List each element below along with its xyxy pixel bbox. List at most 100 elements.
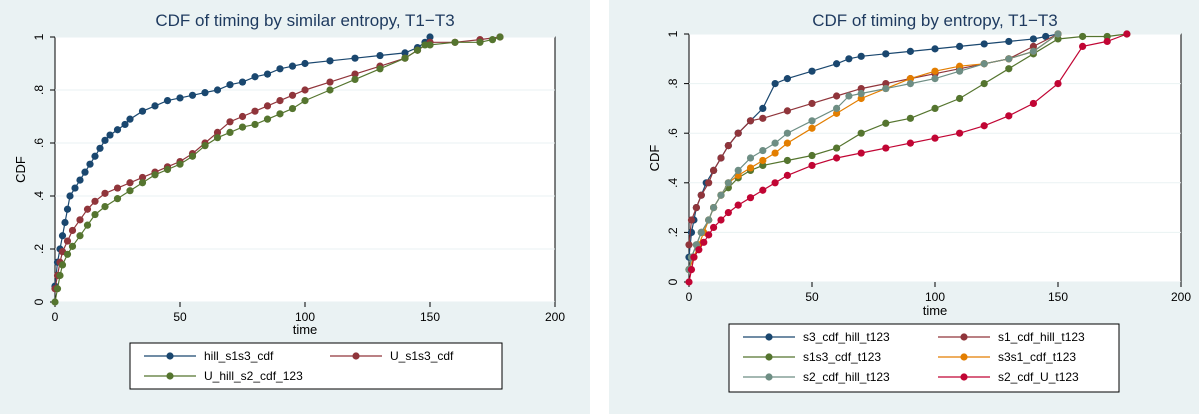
data-point [376,51,384,60]
data-point [68,242,77,250]
data-point [201,142,209,150]
data-point [759,114,767,122]
legend-swatch-marker [765,353,773,361]
data-point [931,104,939,112]
data-point [106,131,114,139]
data-point [121,120,129,129]
x-tick-label: 50 [805,290,819,304]
legend-label: s3s1_cdf_t123 [998,350,1076,364]
legend-item: hill_s1s3_cdf [144,349,274,363]
data-point [351,75,359,83]
data-point [705,216,713,224]
data-point [86,160,94,168]
data-point [956,94,964,103]
data-point [1042,32,1050,41]
chart-title: CDF of timing by similar entropy, T1−T3 [155,11,454,30]
data-point [882,80,890,88]
data-point [101,203,109,211]
data-point [326,57,334,65]
data-point [906,47,914,55]
data-point [857,149,865,157]
legend-swatch-marker [765,373,773,381]
data-point [980,60,988,68]
data-point [58,261,67,269]
data-point [113,184,122,192]
legend-item: s2_cdf_hill_t123 [743,370,890,384]
data-point [759,186,767,194]
data-point [56,271,64,280]
data-point [68,226,77,235]
data-point [213,134,222,142]
legend-swatch-marker [960,333,968,341]
data-point [746,117,755,125]
data-point [213,128,222,136]
data-point [685,278,693,286]
data-point [783,75,791,83]
data-point [226,81,234,89]
data-point [1054,80,1062,88]
data-point [759,146,767,155]
data-point [126,187,134,195]
data-point [833,144,841,152]
legend-item: s1s3_cdf_t123 [743,350,881,364]
data-point [66,192,74,200]
data-point [1054,30,1062,38]
legend-swatch-marker [166,372,174,380]
data-point [188,152,197,160]
data-point [376,65,384,73]
data-point [697,228,705,236]
data-point [931,67,939,75]
data-point [1029,99,1037,108]
y-tick-label: .4 [32,191,46,201]
data-point [96,144,104,152]
data-point [301,59,309,68]
data-point [76,216,84,224]
data-point [276,110,284,118]
data-point [695,246,703,254]
data-point [687,266,696,274]
data-point [71,184,79,192]
data-point [1005,55,1013,63]
data-point [58,232,67,240]
x-tick-label: 200 [1171,290,1191,304]
data-point [61,218,69,227]
data-point [91,197,99,205]
legend-label: s3_cdf_hill_t123 [803,330,890,344]
data-point [1103,32,1111,41]
data-point [101,136,109,144]
data-point [226,128,234,136]
data-point [771,139,779,147]
data-point [833,60,841,68]
y-tick-label: 1 [666,30,680,37]
data-point [980,122,988,130]
data-point [188,91,197,99]
data-point [692,204,700,212]
x-tick-label: 100 [295,310,315,324]
data-point [746,194,755,202]
data-point [421,41,429,49]
chart-title: CDF of timing by entropy, T1−T3 [812,11,1058,30]
data-point [808,99,816,108]
data-point [238,123,247,131]
data-point [808,161,816,170]
series-U_hill_s2_cdf_123 [51,33,504,306]
data-point [101,189,109,197]
data-point [176,94,184,102]
data-point [931,75,939,83]
legend-swatch-marker [960,353,968,361]
data-point [700,238,708,246]
data-point [53,285,62,293]
legend-item: s2_cdf_U_t123 [938,370,1079,384]
data-point [81,168,89,176]
data-point [238,78,247,86]
data-point [76,232,84,240]
data-point [1029,42,1037,51]
data-point [413,46,422,54]
data-point [857,94,865,103]
series-s2_cdf_hill_t123 [685,30,1062,274]
y-axis-label: CDF [13,156,28,183]
data-point [163,97,172,105]
data-point [808,124,816,132]
data-point [687,216,696,224]
data-point [980,80,988,88]
